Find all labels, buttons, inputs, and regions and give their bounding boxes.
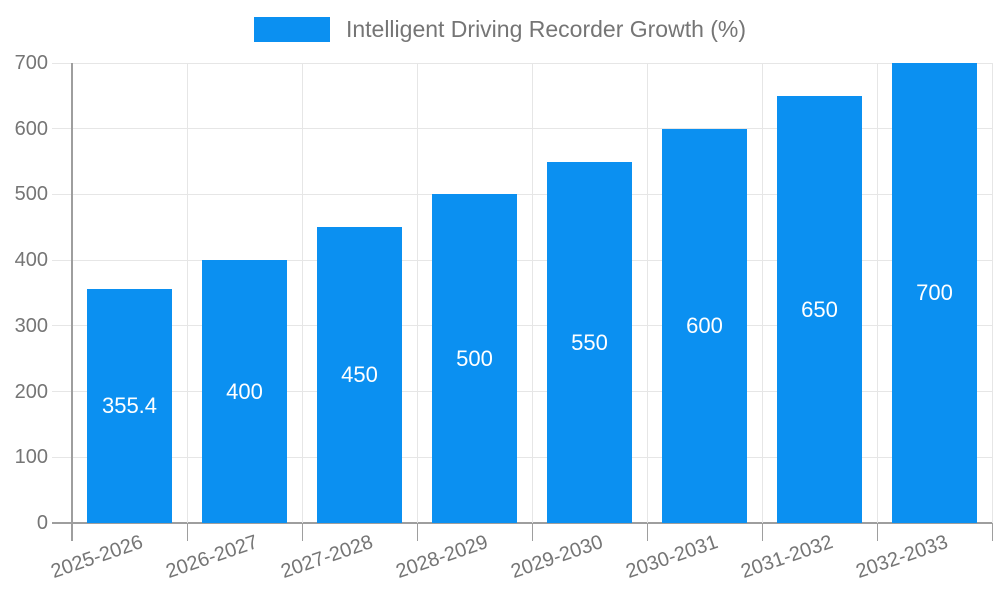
bar[interactable]: 500 xyxy=(432,194,517,523)
x-axis-tick xyxy=(992,523,993,541)
x-axis-category-label: 2032-2033 xyxy=(853,531,952,583)
x-axis-tick xyxy=(877,523,878,541)
legend-swatch xyxy=(253,17,330,42)
x-axis-tick xyxy=(187,523,188,541)
y-gridline xyxy=(52,63,992,64)
x-axis-category-label: 2031-2032 xyxy=(738,531,837,583)
bar-value-label: 700 xyxy=(916,280,953,305)
y-gridline xyxy=(52,128,992,129)
x-axis-tick xyxy=(647,523,648,541)
bar-value-label: 600 xyxy=(686,313,723,338)
x-axis-category-label: 2029-2030 xyxy=(508,531,607,583)
y-gridline xyxy=(52,325,992,326)
y-axis-tick-label: 100 xyxy=(14,446,48,468)
x-gridline xyxy=(302,63,303,523)
y-axis-tick-label: 700 xyxy=(14,52,48,74)
x-axis-tick xyxy=(417,523,418,541)
y-gridline xyxy=(52,457,992,458)
x-gridline xyxy=(992,63,993,523)
x-axis-category-label: 2030-2031 xyxy=(623,531,722,583)
bar[interactable]: 550 xyxy=(547,162,632,523)
bar-value-label: 400 xyxy=(226,378,263,404)
bar[interactable]: 700 xyxy=(892,63,977,523)
y-gridline xyxy=(52,194,992,195)
bar-value-label: 355.4 xyxy=(101,393,158,418)
x-gridline xyxy=(532,63,533,523)
x-axis-tick xyxy=(762,523,763,541)
x-axis-category-label: 2027-2028 xyxy=(278,531,377,583)
x-axis-tick xyxy=(302,523,303,541)
y-axis-tick-label: 300 xyxy=(14,315,48,337)
bar[interactable]: 600 xyxy=(662,129,747,523)
x-gridline xyxy=(417,63,418,523)
y-axis-tick-label: 600 xyxy=(14,118,48,140)
y-axis-tick-label: 200 xyxy=(14,381,48,403)
y-gridline xyxy=(52,260,992,261)
x-gridline xyxy=(762,63,763,523)
y-axis-tick-label: 400 xyxy=(14,249,48,271)
legend-label: Intelligent Driving Recorder Growth (%) xyxy=(345,16,747,42)
y-gridline xyxy=(52,391,992,392)
bar-value-label: 550 xyxy=(571,329,608,355)
y-axis-line xyxy=(71,63,73,541)
x-gridline xyxy=(877,63,878,523)
bar[interactable]: 400 xyxy=(202,260,287,523)
y-axis-tick-label: 500 xyxy=(14,183,48,205)
x-axis-category-label: 2025-2026 xyxy=(48,531,147,583)
legend: Intelligent Driving Recorder Growth (%) xyxy=(0,16,1000,43)
x-axis-tick xyxy=(532,523,533,541)
x-gridline xyxy=(647,63,648,523)
x-axis-baseline xyxy=(52,522,992,524)
bar[interactable]: 355.4 xyxy=(87,289,172,523)
x-gridline xyxy=(187,63,188,523)
x-axis-category-label: 2026-2027 xyxy=(163,531,262,583)
bar-value-label: 500 xyxy=(456,345,493,371)
bar[interactable]: 450 xyxy=(317,227,402,523)
bar-value-label: 450 xyxy=(341,362,378,387)
bar[interactable]: 650 xyxy=(777,96,862,523)
bar-value-label: 650 xyxy=(801,296,838,322)
x-axis-category-label: 2028-2029 xyxy=(393,531,492,583)
y-axis-tick-label: 0 xyxy=(36,512,48,534)
